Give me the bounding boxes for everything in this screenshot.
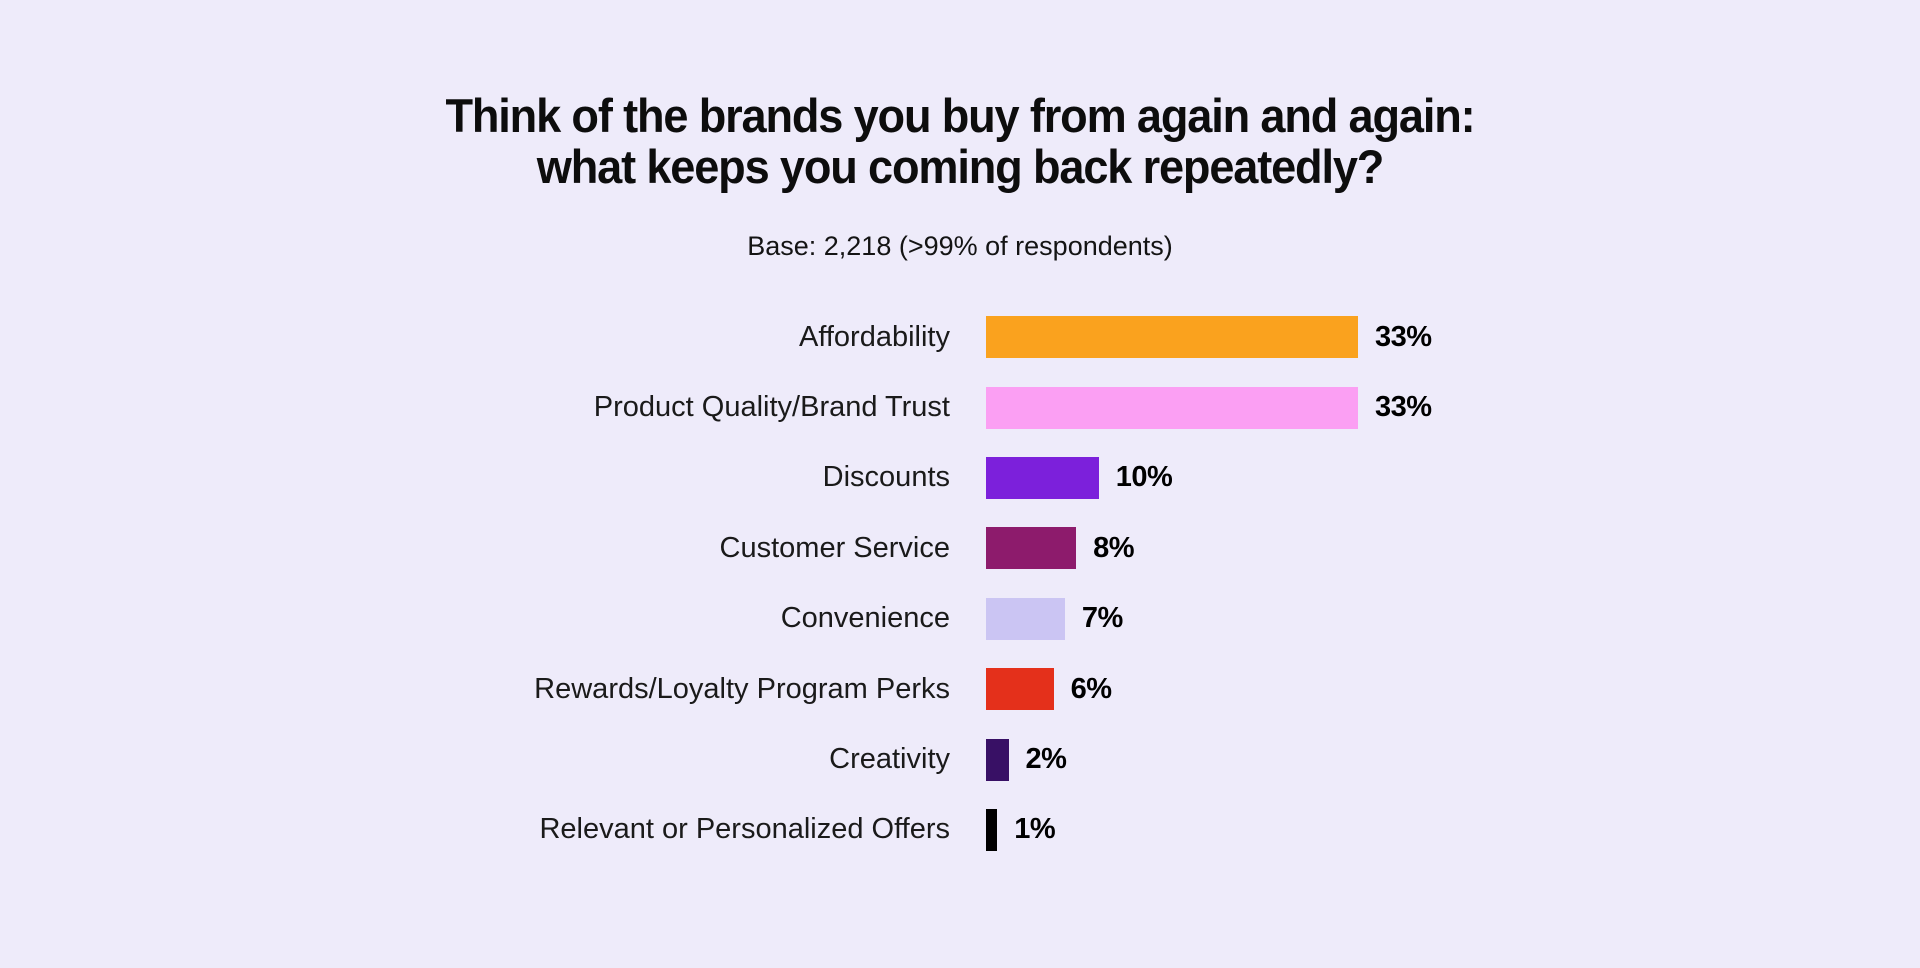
bar-row: Rewards/Loyalty Program Perks 6% <box>0 654 1920 724</box>
bar-row: Product Quality/Brand Trust 33% <box>0 372 1920 442</box>
bar-value-label: 10% <box>1115 461 1173 494</box>
bar <box>986 738 1009 781</box>
bar-value-label: 33% <box>1375 320 1432 353</box>
bar-value-label: 1% <box>1014 813 1056 846</box>
bar <box>986 386 1358 429</box>
bar <box>986 597 1065 640</box>
bar-category-label: Creativity <box>829 743 950 776</box>
bar-track: 2% <box>986 738 1067 781</box>
bar-track: 7% <box>986 597 1123 640</box>
bar-category-label: Customer Service <box>719 531 950 564</box>
bar <box>986 316 1358 359</box>
bar <box>986 668 1054 711</box>
bar-category-label: Relevant or Personalized Offers <box>539 813 950 846</box>
bar-row: Creativity 2% <box>0 724 1920 794</box>
bar-value-label: 7% <box>1081 602 1123 635</box>
chart-title-line-1: Think of the brands you buy from again a… <box>445 89 1475 142</box>
chart-title-line-2: what keeps you coming back repeatedly? <box>536 140 1385 193</box>
bar-row: Discounts 10% <box>0 443 1920 513</box>
bar-row: Relevant or Personalized Offers 1% <box>0 795 1920 865</box>
bar-track: 10% <box>986 456 1173 499</box>
bar-category-label: Convenience <box>780 602 950 635</box>
bar-category-label: Rewards/Loyalty Program Perks <box>534 672 950 705</box>
bar-row: Convenience 7% <box>0 584 1920 654</box>
bar-track: 33% <box>986 386 1432 429</box>
bar-track: 1% <box>986 808 1056 851</box>
bar-rows: Affordability 33% Product Quality/Brand Tr… <box>0 302 1920 865</box>
chart-title: Think of the brands you buy from again a… <box>38 90 1881 192</box>
bar-value-label: 2% <box>1025 743 1067 776</box>
bar-row: Affordability 33% <box>0 302 1920 372</box>
bar-value-label: 33% <box>1375 391 1432 424</box>
bar-category-label: Discounts <box>822 461 950 494</box>
bar <box>986 808 998 851</box>
bar-track: 33% <box>986 316 1432 359</box>
bar-value-label: 6% <box>1070 672 1112 705</box>
bar <box>986 456 1099 499</box>
bar-chart: Affordability 33% Product Quality/Brand Tr… <box>0 302 1920 865</box>
bar-track: 6% <box>986 668 1112 711</box>
bar <box>986 527 1077 570</box>
chart-subtitle: Base: 2,218 (>99% of respondents) <box>747 231 1173 261</box>
bar-value-label: 8% <box>1093 531 1135 564</box>
bar-category-label: Affordability <box>799 320 950 353</box>
bar-category-label: Product Quality/Brand Trust <box>593 391 950 424</box>
bar-row: Customer Service 8% <box>0 513 1920 583</box>
bar-track: 8% <box>986 527 1135 570</box>
